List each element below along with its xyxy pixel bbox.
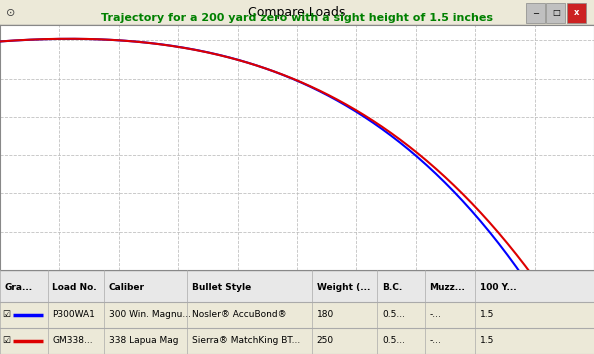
Text: Weight (...: Weight (... <box>317 283 370 292</box>
Text: 1.5: 1.5 <box>480 310 494 319</box>
Text: ☑: ☑ <box>2 310 10 319</box>
Text: ☑: ☑ <box>2 337 10 346</box>
Text: Sierra® MatchKing BT...: Sierra® MatchKing BT... <box>192 337 300 346</box>
Text: 1.5: 1.5 <box>480 337 494 346</box>
Bar <box>567 2 586 23</box>
Text: □: □ <box>552 8 560 17</box>
Text: GM338...: GM338... <box>52 337 93 346</box>
Text: Gra...: Gra... <box>5 283 33 292</box>
Text: Bullet Style: Bullet Style <box>192 283 251 292</box>
Bar <box>546 2 565 23</box>
Text: 180: 180 <box>317 310 334 319</box>
Text: -...: -... <box>429 310 441 319</box>
Text: ─: ─ <box>533 8 538 17</box>
Text: ⊙: ⊙ <box>6 7 15 17</box>
Text: 0.5...: 0.5... <box>382 310 405 319</box>
Text: P300WA1: P300WA1 <box>52 310 95 319</box>
Text: Muzz...: Muzz... <box>429 283 465 292</box>
Text: 300 Win. Magnu...: 300 Win. Magnu... <box>109 310 191 319</box>
Bar <box>526 2 545 23</box>
Text: 100 Y...: 100 Y... <box>480 283 517 292</box>
Text: 338 Lapua Mag: 338 Lapua Mag <box>109 337 178 346</box>
Text: Load No.: Load No. <box>52 283 97 292</box>
Text: -...: -... <box>429 337 441 346</box>
Title: Trajectory for a 200 yard zero with a sight height of 1.5 inches: Trajectory for a 200 yard zero with a si… <box>101 13 493 23</box>
Text: B.C.: B.C. <box>382 283 402 292</box>
Text: 250: 250 <box>317 337 334 346</box>
Text: x: x <box>574 8 580 17</box>
Text: 0.5...: 0.5... <box>382 337 405 346</box>
Bar <box>0 270 594 302</box>
Text: Caliber: Caliber <box>109 283 145 292</box>
X-axis label: Range in Yards: Range in Yards <box>251 290 343 301</box>
Text: Compare Loads: Compare Loads <box>248 6 346 19</box>
Text: Nosler® AccuBond®: Nosler® AccuBond® <box>192 310 286 319</box>
